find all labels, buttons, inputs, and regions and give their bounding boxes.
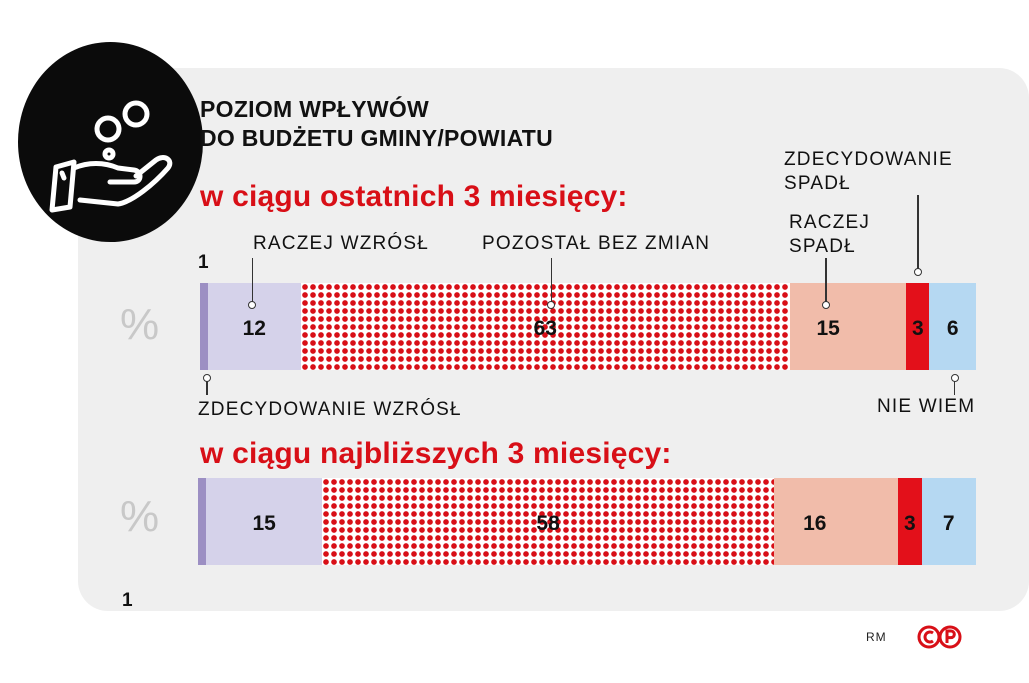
label-strongly-decreased-line1: ZDECYDOWANIE <box>784 149 953 170</box>
value-label-strongly-increased-past: 1 <box>198 252 209 273</box>
label-rather-decreased-line2: SPADŁ <box>789 236 856 257</box>
bar-next-3-months: 15 58 16 3 7 <box>198 478 976 565</box>
value-label-rather-increased-next: 15 <box>252 511 276 535</box>
publisher-logo <box>917 624 965 655</box>
bar-segment-strongly-increased-next <box>198 478 206 565</box>
label-rather-decreased-line1: RACZEJ <box>789 212 871 233</box>
bar-segment-rather-increased-past <box>207 283 301 370</box>
percent-sign-past: % <box>120 300 160 349</box>
label-unchanged: POZOSTAŁ BEZ ZMIAN <box>482 233 711 254</box>
leader-unchanged-dot <box>547 301 556 309</box>
chart-title: POZIOM WPŁYWÓW DO BUDŻETU GMINY/POWIATU <box>200 95 553 153</box>
leader-dont-know-line <box>953 378 956 395</box>
leader-unchanged-line <box>550 258 553 305</box>
bar-segment-unchanged-next <box>322 478 774 565</box>
value-label-dont-know-next: 7 <box>942 511 955 535</box>
value-label-rather-decreased-past: 15 <box>816 316 840 340</box>
label-strongly-decreased-line2: SPADŁ <box>784 173 851 194</box>
hand-coins-icon <box>18 42 203 242</box>
bar-segment-strongly-increased-past <box>200 283 208 370</box>
chart-title-line2: DO BUDŻETU GMINY/POWIATU <box>200 125 554 151</box>
author-credit: RM <box>866 630 887 644</box>
chart-title-line1: POZIOM WPŁYWÓW <box>200 96 430 122</box>
bar-segment-strongly-decreased-next <box>898 478 922 565</box>
leader-rather-increased-dot <box>248 301 257 309</box>
value-label-strongly-increased-next: 1 <box>122 590 133 611</box>
bar-segment-rather-decreased-next <box>773 478 899 565</box>
value-label-dont-know-past: 6 <box>946 316 959 340</box>
label-rather-decreased: RACZEJ SPADŁ <box>789 211 870 259</box>
leader-strongly-decreased-line <box>917 195 919 272</box>
leader-rather-decreased-line <box>825 258 827 305</box>
label-dont-know: NIE WIEM <box>877 396 976 417</box>
leader-strongly-increased-dot <box>202 374 211 382</box>
bar-segment-rather-decreased-past <box>789 283 907 370</box>
value-label-unchanged-past: 63 <box>533 316 557 340</box>
label-strongly-decreased: ZDECYDOWANIE SPADŁ <box>784 148 953 196</box>
value-label-rather-increased-past: 12 <box>242 316 266 340</box>
leader-rather-decreased-dot <box>821 301 830 309</box>
value-label-strongly-decreased-past: 3 <box>911 316 924 340</box>
series-title-next: w ciągu najbliższych 3 miesięcy: <box>200 437 672 470</box>
series-title-past: w ciągu ostatnich 3 miesięcy: <box>200 180 628 213</box>
label-strongly-increased: ZDECYDOWANIE WZRÓSŁ <box>198 399 462 420</box>
value-label-strongly-decreased-next: 3 <box>904 511 916 535</box>
bar-segment-rather-increased-next <box>205 478 323 565</box>
bar-past-3-months: 12 63 15 3 6 <box>200 283 976 370</box>
leader-strongly-increased-line <box>206 378 208 395</box>
percent-sign-next: % <box>120 492 160 541</box>
bar-segment-unchanged-past <box>300 283 790 370</box>
value-label-rather-decreased-next: 16 <box>803 511 827 535</box>
leader-dont-know-dot <box>950 374 959 382</box>
bar-segment-dont-know-next <box>921 478 976 565</box>
bar-segment-dont-know-past <box>929 283 976 370</box>
leader-strongly-decreased-dot <box>913 268 922 276</box>
label-rather-increased: RACZEJ WZRÓSŁ <box>253 233 430 254</box>
leader-rather-increased-line <box>251 258 254 305</box>
value-label-unchanged-next: 58 <box>536 511 560 535</box>
bar-segment-strongly-decreased-past <box>906 283 930 370</box>
